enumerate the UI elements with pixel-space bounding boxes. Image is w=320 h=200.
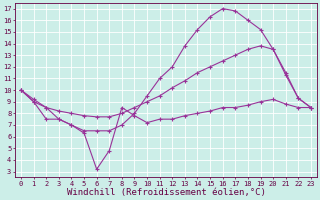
X-axis label: Windchill (Refroidissement éolien,°C): Windchill (Refroidissement éolien,°C) bbox=[67, 188, 265, 197]
